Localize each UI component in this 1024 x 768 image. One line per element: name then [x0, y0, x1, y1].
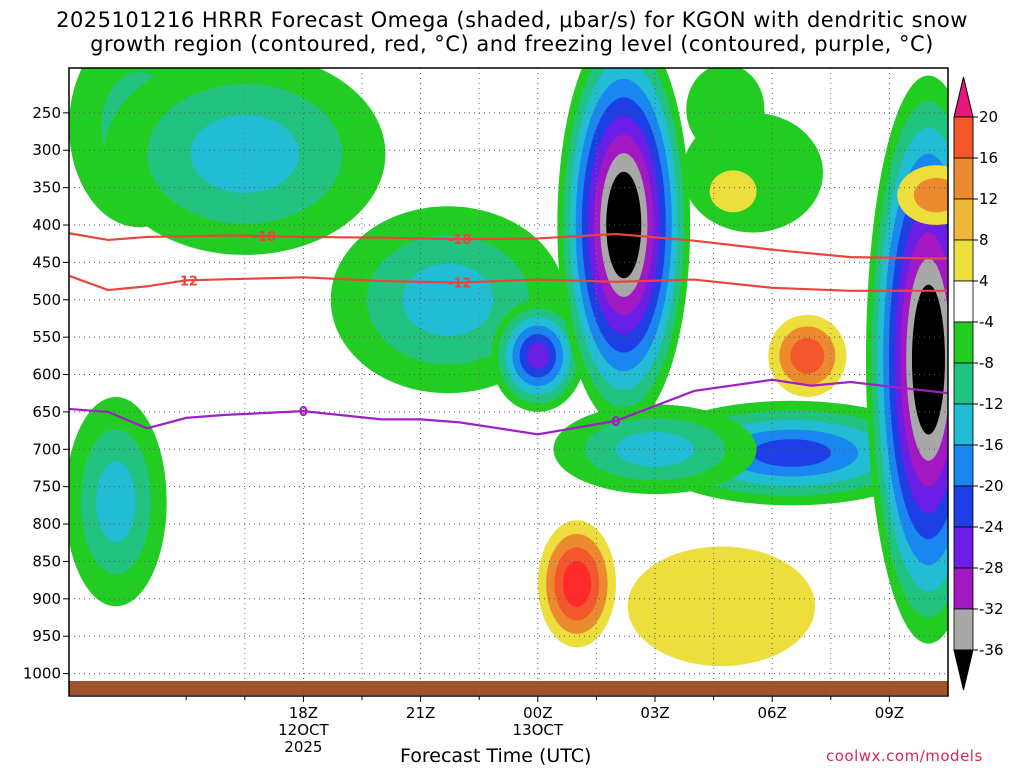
y-tick-label: 900	[32, 590, 61, 608]
omega-contour	[627, 546, 816, 667]
x-tick-label: 03Z	[640, 704, 669, 722]
contour-label--18: -18	[448, 233, 472, 248]
colorbar-box	[953, 444, 974, 487]
colorbar-tick-label: -32	[979, 600, 1004, 618]
colorbar-arrow-bottom	[953, 649, 974, 691]
colorbar-tick-label: 4	[979, 272, 989, 290]
colorbar-tick-label: 20	[979, 108, 998, 126]
x-tick-label: 21Z	[406, 704, 435, 722]
colorbar-box	[953, 321, 974, 364]
omega-feature-7	[865, 75, 948, 644]
colorbar-box	[953, 526, 974, 569]
y-tick-label: 350	[32, 179, 61, 197]
y-tick-label: 250	[32, 104, 61, 122]
omega-feature-13	[897, 165, 948, 225]
omega-feature-12	[768, 314, 847, 397]
y-tick-label: 300	[32, 141, 61, 159]
omega-contour	[790, 338, 825, 374]
omega-feature-15	[627, 546, 816, 667]
omega-contour	[562, 560, 592, 607]
x-axis-label: Forecast Time (UTC)	[400, 745, 592, 767]
omega-feature-11	[537, 520, 616, 648]
omega-feature-3	[490, 299, 585, 412]
colorbar-box	[953, 608, 974, 651]
plot-frame	[68, 67, 949, 697]
y-tick-label: 650	[32, 403, 61, 421]
colorbar-tick-label: -24	[979, 518, 1004, 536]
colorbar-tick-label: -28	[979, 559, 1004, 577]
contour-label--18: -18	[253, 230, 277, 245]
colorbar-box	[953, 157, 974, 200]
y-tick-label: 800	[32, 515, 61, 533]
omega-contour	[612, 190, 636, 260]
y-tick-label: 1000	[23, 665, 61, 683]
colorbar-box	[953, 362, 974, 405]
colorbar-box	[953, 116, 974, 159]
ground-surface-band	[69, 681, 948, 695]
omega-contour	[913, 177, 948, 213]
x-tick-label: 13OCT	[513, 721, 564, 739]
x-tick-label: 06Z	[758, 704, 787, 722]
colorbar-box	[953, 280, 974, 323]
colorbar-tick-label: -16	[979, 436, 1004, 454]
contour-line-0	[69, 378, 948, 436]
colorbar-tick-label: -36	[979, 641, 1004, 659]
y-tick-label: 850	[32, 552, 61, 570]
omega-feature-4	[557, 68, 691, 427]
contour-line--12	[69, 274, 948, 292]
x-tick-label: 09Z	[875, 704, 904, 722]
colorbar-box	[953, 485, 974, 528]
contour-label--12: -12	[448, 277, 472, 292]
colorbar-arrow-top	[953, 76, 974, 118]
omega-contour	[752, 439, 831, 467]
colorbar-tick-label: 12	[979, 190, 998, 208]
y-tick-label: 550	[32, 328, 61, 346]
omega-contour	[526, 342, 549, 369]
y-axis: 250 300 350 400 450 500 550 600 650 700 750 800 850 9…	[23, 104, 69, 683]
chart-title-line-1: 2025101216 HRRR Forecast Omega (shaded, …	[56, 8, 968, 32]
y-tick-label: 600	[32, 366, 61, 384]
colorbar-box	[953, 403, 974, 446]
omega-feature-14	[709, 170, 757, 213]
x-tick-label: 18Z	[289, 704, 318, 722]
credit-link[interactable]: coolwx.com/models	[826, 747, 983, 765]
y-tick-label: 750	[32, 478, 61, 496]
colorbar-tick-label: 8	[979, 231, 989, 249]
x-tick-label: 12OCT	[278, 721, 329, 739]
y-tick-label: 950	[32, 627, 61, 645]
omega-contour	[682, 112, 823, 233]
omega-contour	[917, 310, 940, 409]
colorbar-tick-label: -20	[979, 477, 1004, 495]
omega-contour	[615, 431, 695, 467]
contours	[69, 232, 948, 436]
x-tick-label: 00Z	[523, 704, 552, 722]
colorbar-box	[953, 239, 974, 282]
omega-contour	[96, 461, 136, 543]
y-tick-label: 400	[32, 216, 61, 234]
contour-label-0: 0	[299, 405, 308, 420]
y-tick-label: 500	[32, 291, 61, 309]
colorbar-tick-label: -12	[979, 395, 1004, 413]
omega-feature-8	[69, 396, 167, 607]
colorbar-tick-label: -4	[979, 313, 994, 331]
contour-line--18	[69, 232, 948, 260]
omega-contour	[709, 170, 757, 213]
contour-labels: -18 -18 -12 -12 0 0	[174, 230, 620, 430]
omega-feature-10	[682, 112, 823, 233]
contour-label--12: -12	[174, 274, 198, 289]
omega-shading	[69, 68, 948, 667]
colorbar-box	[953, 567, 974, 610]
x-tick-label: 2025	[284, 738, 322, 756]
colorbar-tick-label: -8	[979, 354, 994, 372]
y-tick-label: 450	[32, 253, 61, 271]
colorbar-box	[953, 198, 974, 241]
omega-feature-6	[553, 404, 757, 495]
y-tick-label: 700	[32, 440, 61, 458]
colorbar-tick-label: 16	[979, 149, 998, 167]
chart-title-line-2: growth region (contoured, red, °C) and f…	[90, 32, 934, 56]
contour-label-0: 0	[611, 415, 620, 430]
colorbar: 20 16 12 8 4 -4 -8 -12 -16 -20 -24 -28 -32 -36	[953, 76, 1004, 691]
